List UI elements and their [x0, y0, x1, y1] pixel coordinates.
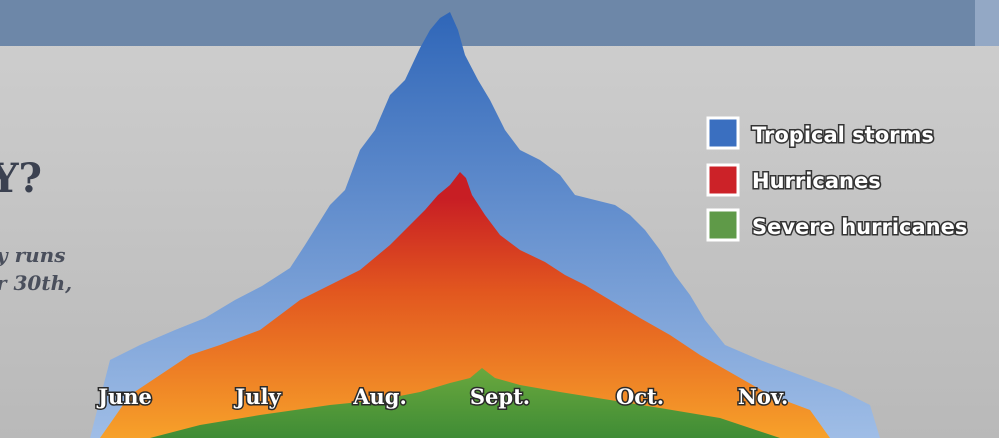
header-subtitle: y runs [0, 243, 65, 267]
month-label: Nov. [738, 384, 789, 409]
header-bar-end [975, 0, 999, 46]
legend-label: Severe hurricanes [752, 215, 967, 239]
month-label: Aug. [352, 384, 407, 409]
legend-label: Hurricanes [752, 169, 881, 193]
month-label: Oct. [616, 384, 664, 409]
month-label: Sept. [470, 384, 530, 409]
header-subtitle: r 30th, [0, 271, 72, 295]
month-label: July [233, 384, 281, 409]
legend-swatch [708, 210, 738, 240]
legend-swatch [708, 165, 738, 195]
header-bar [0, 0, 975, 46]
legend-swatch [708, 118, 738, 148]
month-label: June [96, 384, 152, 409]
infographic: Y? y runs r 30th, Tropical storms Hurric… [0, 0, 999, 438]
header-title: Y? [0, 155, 42, 202]
legend-label: Tropical storms [752, 123, 934, 147]
